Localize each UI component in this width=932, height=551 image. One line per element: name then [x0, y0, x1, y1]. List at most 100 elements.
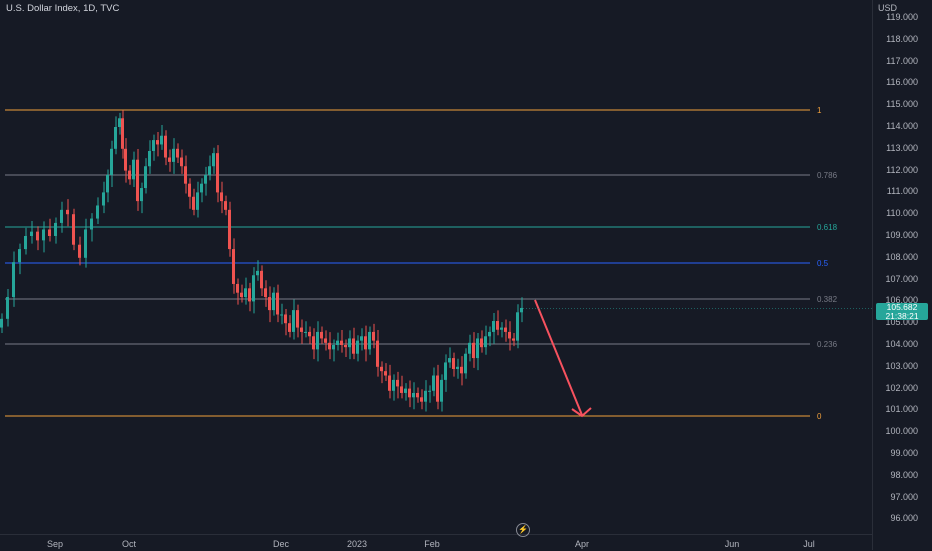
candle-body: [504, 327, 507, 332]
candle-body: [90, 218, 93, 230]
candle-body: [296, 310, 299, 328]
fib-label: 0.5: [817, 259, 829, 268]
price-tick-label: 112.000: [886, 164, 918, 175]
candle-body: [156, 140, 159, 145]
candle-body: [356, 340, 359, 354]
candle-body: [284, 314, 287, 324]
price-tick-label: 118.000: [886, 33, 918, 44]
symbol-title[interactable]: U.S. Dollar Index, 1D, TVC: [6, 3, 120, 14]
candle-body: [416, 392, 419, 398]
time-tick-label: Oct: [121, 539, 137, 549]
candle-body: [292, 310, 295, 332]
price-tick-label: 109.000: [885, 230, 918, 240]
candle-body: [324, 338, 327, 343]
price-tick-label: 110.000: [886, 208, 918, 219]
candle-body: [428, 390, 431, 392]
time-scale[interactable]: [0, 534, 872, 551]
candle-body: [172, 148, 175, 162]
candle-body: [128, 170, 131, 180]
lightning-icon[interactable]: ⚡: [516, 523, 530, 537]
candle-body: [448, 358, 451, 363]
candle-body: [48, 229, 51, 236]
candle-body: [460, 366, 463, 374]
candle-body: [118, 118, 121, 127]
candle-body: [352, 338, 355, 354]
candle-body: [480, 338, 483, 348]
price-tick-label: 96.000: [890, 513, 918, 524]
price-tick-label: 116.000: [886, 77, 918, 88]
price-tick-label: 102.000: [885, 382, 918, 393]
candle-body: [424, 390, 427, 402]
candle-body: [520, 307, 523, 313]
time-tick-label: Dec: [272, 539, 290, 549]
forecast-arrow-head: [571, 407, 592, 418]
candle-body: [412, 392, 415, 398]
candle-body: [144, 166, 147, 189]
candle-body: [180, 157, 183, 167]
candle-body: [148, 150, 151, 167]
candle-body: [200, 183, 203, 193]
candle-body: [121, 118, 124, 149]
candle-body: [472, 342, 475, 359]
candle-body: [516, 312, 519, 341]
fib-label: 1: [817, 106, 822, 115]
price-tick-label: 97.000: [890, 491, 918, 502]
price-tick-label: 99.000: [890, 448, 918, 458]
candle-body: [192, 196, 195, 210]
candle-body: [136, 159, 139, 202]
price-scale[interactable]: [872, 0, 932, 550]
candle-body: [24, 236, 27, 250]
candle-body: [344, 345, 347, 348]
candle-body: [12, 262, 15, 298]
candle-body: [500, 327, 503, 330]
candle-body: [176, 148, 179, 158]
current-price-value: 105.682: [886, 302, 918, 312]
price-tick-label: 113.000: [886, 142, 918, 153]
candle-body: [348, 338, 351, 348]
candle-body: [114, 127, 117, 149]
candle-body: [280, 314, 283, 316]
candle-body: [488, 331, 491, 337]
candle-body: [276, 292, 279, 315]
candle-body: [320, 331, 323, 339]
candle-body: [436, 375, 439, 402]
candle-body: [96, 205, 99, 219]
price-tick-label: 103.000: [885, 360, 918, 371]
candle-body: [212, 153, 215, 167]
candle-body: [208, 166, 211, 175]
candle-body: [332, 345, 335, 350]
candle-body: [272, 292, 275, 311]
candle-body: [340, 340, 343, 345]
candle-body: [244, 288, 247, 298]
candle-body: [220, 192, 223, 202]
candle-body: [184, 166, 187, 184]
candle-body: [228, 209, 231, 250]
time-tick-label: 2023: [346, 539, 368, 549]
candle-body: [444, 362, 447, 380]
candle-body: [248, 288, 251, 302]
chart-area[interactable]: 1 0.786 0.618 0.5 0.382 0.236 0: [0, 0, 872, 534]
candle-body: [106, 174, 109, 193]
candle-body: [432, 375, 435, 391]
candle-body: [268, 297, 271, 311]
candle-body: [464, 353, 467, 374]
candle-body: [408, 388, 411, 398]
candle-body: [484, 336, 487, 348]
candle-body: [54, 222, 57, 236]
candle-body: [372, 331, 375, 341]
candle-body: [376, 340, 379, 367]
fib-label: 0.382: [817, 295, 838, 304]
candle-body: [336, 340, 339, 345]
price-tick-label: 104.000: [885, 339, 918, 349]
candle-body: [224, 201, 227, 210]
candle-body: [384, 371, 387, 376]
candle-body: [400, 386, 403, 393]
candle-body: [140, 188, 143, 202]
candle-body: [368, 331, 371, 350]
candle-body: [316, 331, 319, 350]
candle-body: [236, 283, 239, 293]
candle-body: [232, 249, 235, 284]
candle-body: [392, 379, 395, 391]
candle-body: [0, 318, 3, 328]
candlestick-chart[interactable]: 1 0.786 0.618 0.5 0.382 0.236 0: [0, 0, 872, 534]
